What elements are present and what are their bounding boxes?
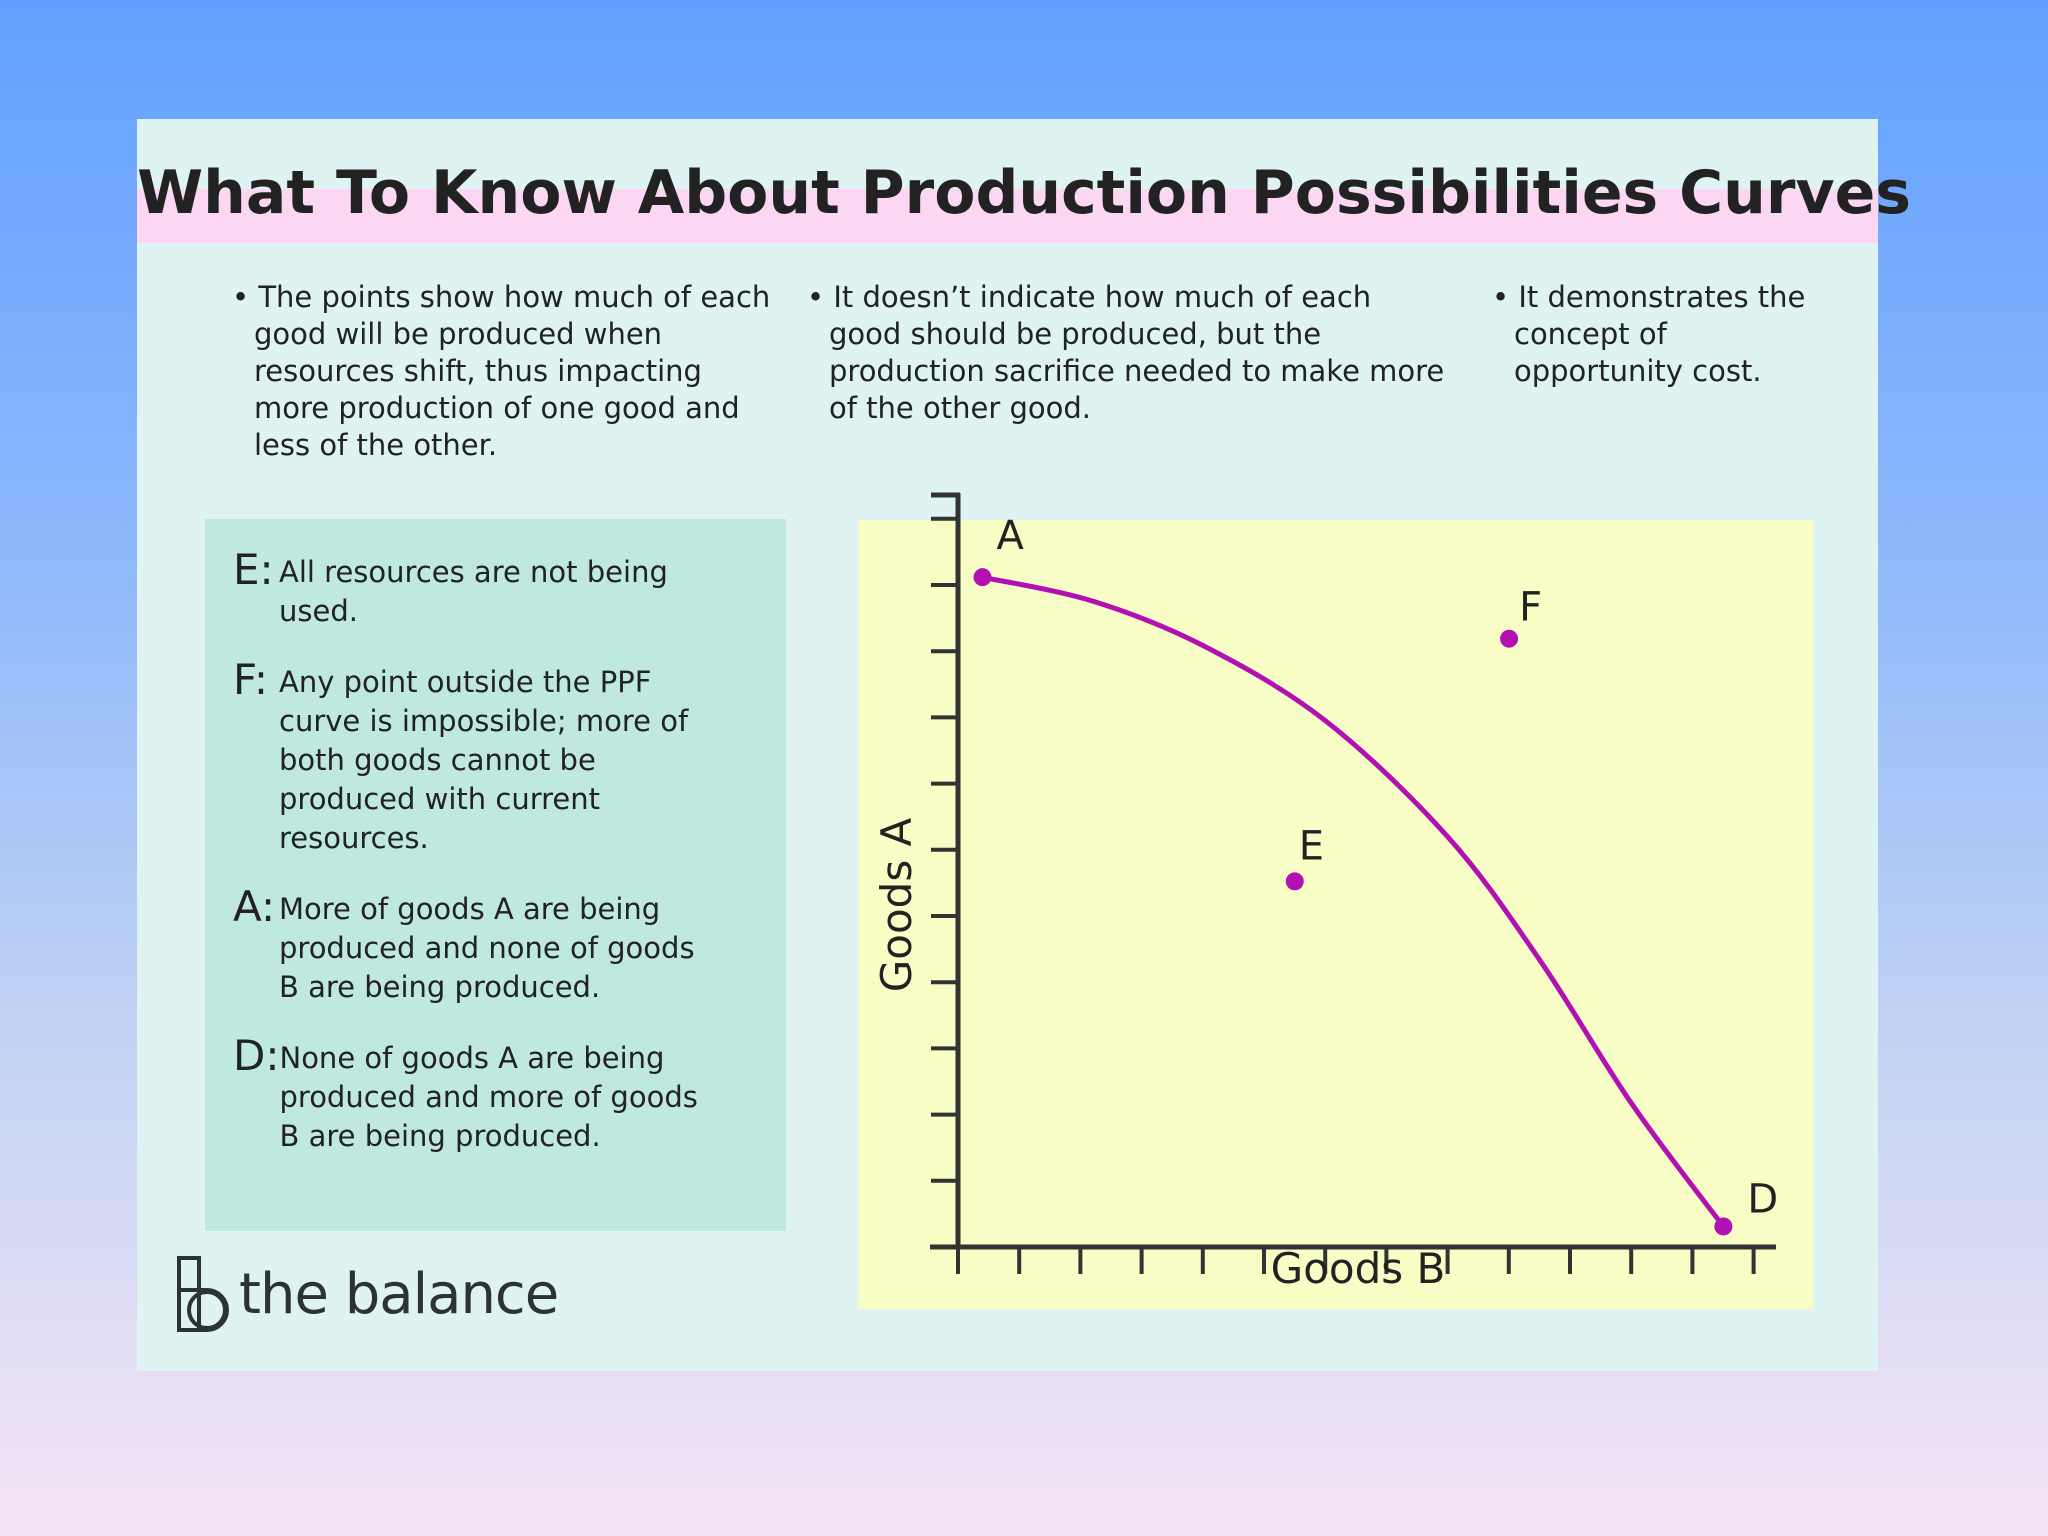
legend-text: More of goods A are being produced and n… bbox=[279, 892, 695, 1004]
chart-panel: A F E D Goods B Goods A bbox=[858, 492, 1813, 1309]
legend-key: E: bbox=[233, 545, 274, 594]
legend-item-f: F: Any point outside the PPF curve is im… bbox=[233, 659, 766, 858]
legend-item-e: E: All resources are not being used. bbox=[233, 549, 766, 631]
infographic-card: What To Know About Production Possibilit… bbox=[137, 119, 1911, 1371]
legend-item-d: D: None of goods A are being produced an… bbox=[233, 1035, 766, 1156]
chart-ticks bbox=[931, 516, 1756, 1274]
logo-text: the balance bbox=[239, 1261, 559, 1327]
legend-key: A: bbox=[233, 882, 276, 931]
point-label-a: A bbox=[996, 513, 1024, 559]
legend-box: E: All resources are not being used. F: … bbox=[205, 519, 786, 1231]
point-a bbox=[973, 568, 992, 587]
title-highlight-band bbox=[137, 189, 1878, 243]
point-f bbox=[1500, 629, 1519, 648]
point-label-e: E bbox=[1299, 823, 1324, 869]
ppf-curve bbox=[981, 574, 1726, 1228]
legend-text: Any point outside the PPF curve is impos… bbox=[279, 665, 689, 855]
legend-text: All resources are not being used. bbox=[279, 555, 668, 628]
point-d bbox=[1714, 1217, 1733, 1236]
brand-logo: the balance bbox=[173, 1254, 559, 1334]
chart-points: A F E D bbox=[973, 513, 1778, 1236]
y-axis-label: Goods A bbox=[872, 817, 921, 992]
legend-item-a: A: More of goods A are being produced an… bbox=[233, 886, 766, 1007]
point-label-d: D bbox=[1747, 1176, 1778, 1222]
point-label-f: F bbox=[1519, 585, 1542, 631]
legend-key: F: bbox=[233, 655, 269, 704]
ppf-chart: A F E D Goods B Goods A bbox=[872, 492, 1778, 1293]
bullet-point-2: It doesn’t indicate how much of each goo… bbox=[807, 279, 1449, 427]
point-e bbox=[1285, 872, 1304, 891]
legend-text: None of goods A are being produced and m… bbox=[279, 1041, 698, 1153]
chart-axes bbox=[930, 492, 1776, 1250]
x-axis-label: Goods B bbox=[1271, 1244, 1446, 1293]
balance-logo-icon bbox=[177, 1256, 229, 1332]
page-title: What To Know About Production Possibilit… bbox=[137, 158, 1911, 228]
bullet-point-3: It demonstrates the concept of opportuni… bbox=[1492, 279, 1814, 390]
legend-key: D: bbox=[233, 1031, 280, 1080]
bullet-point-1: The points show how much of each good wi… bbox=[232, 279, 774, 464]
